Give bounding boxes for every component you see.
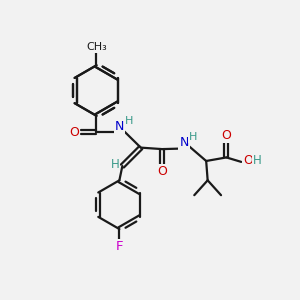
Text: O: O [221,129,231,142]
Text: O: O [243,154,253,167]
Text: CH₃: CH₃ [86,42,107,52]
Text: H: H [111,158,119,171]
Text: O: O [157,165,167,178]
Text: F: F [116,240,123,254]
Text: O: O [70,126,80,139]
Text: H: H [125,116,133,126]
Text: H: H [189,132,197,142]
Text: H: H [253,154,262,167]
Text: N: N [115,120,124,133]
Text: N: N [179,136,189,149]
